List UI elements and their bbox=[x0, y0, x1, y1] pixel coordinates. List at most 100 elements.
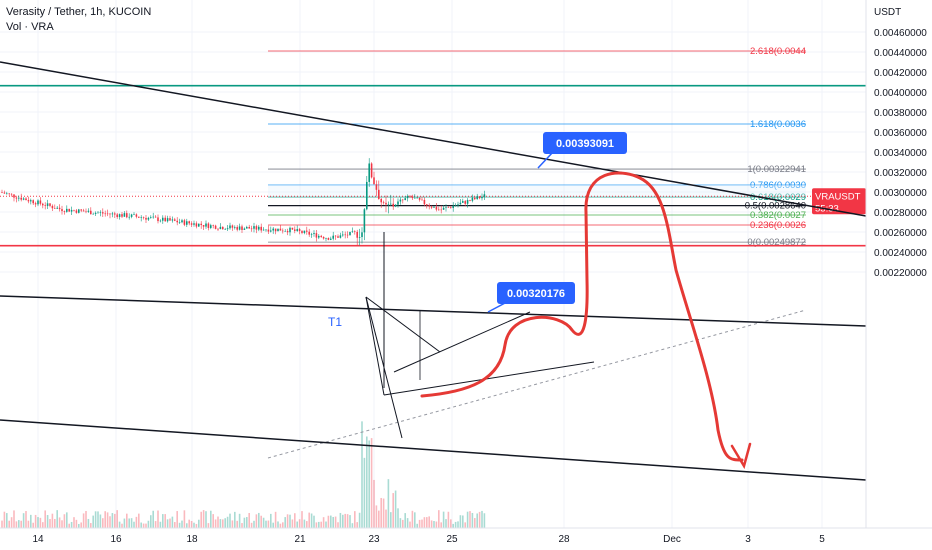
volume-bar bbox=[176, 511, 178, 528]
volume-bar bbox=[313, 515, 315, 528]
candle-body bbox=[166, 218, 169, 222]
candle-body bbox=[272, 228, 274, 231]
candle-body bbox=[445, 207, 447, 208]
candle-body bbox=[202, 224, 205, 227]
candle-body bbox=[164, 217, 166, 222]
x-tick-label: 25 bbox=[446, 534, 458, 545]
candle-body bbox=[229, 225, 231, 229]
y-tick-label: 0.00260000 bbox=[874, 228, 927, 239]
volume-bar bbox=[92, 515, 94, 528]
volume-bar bbox=[135, 516, 138, 528]
triangle-edge bbox=[365, 296, 385, 396]
volume-bar bbox=[274, 511, 277, 528]
trend-line-drawings: T1 bbox=[0, 61, 867, 481]
volume-bar bbox=[382, 498, 385, 528]
volume-bar bbox=[442, 511, 445, 528]
volume-bar bbox=[246, 517, 248, 528]
volume-bar bbox=[214, 519, 217, 528]
volume-bar bbox=[318, 521, 320, 528]
triangle-edge bbox=[393, 311, 531, 373]
volume-bar bbox=[118, 521, 121, 528]
fib-level-label: 2.618(0.0044 bbox=[750, 46, 806, 57]
candle-body bbox=[3, 192, 6, 194]
volume-bar bbox=[166, 519, 169, 528]
candle-body bbox=[25, 198, 27, 201]
volume-bar bbox=[58, 517, 61, 528]
volume-bar bbox=[250, 522, 253, 528]
volume-bar bbox=[94, 511, 97, 528]
candle-body bbox=[150, 217, 152, 218]
candle-body bbox=[18, 197, 20, 199]
volume-bar bbox=[421, 519, 423, 528]
candle-body bbox=[409, 195, 411, 197]
candle-body bbox=[169, 218, 171, 221]
volume-bar bbox=[378, 510, 380, 528]
volume-bar bbox=[210, 510, 212, 528]
volume-bar bbox=[282, 522, 284, 528]
volume-bar bbox=[114, 513, 116, 528]
candle-body bbox=[176, 220, 178, 223]
volume-bar bbox=[63, 514, 66, 528]
volume-bar bbox=[296, 521, 298, 528]
candle-body bbox=[205, 223, 207, 227]
candle-body bbox=[46, 203, 49, 206]
volume-bar bbox=[10, 517, 13, 528]
candle-body bbox=[382, 202, 385, 203]
volume-bar bbox=[202, 510, 205, 528]
volume-bar bbox=[20, 520, 22, 528]
volume-bar bbox=[452, 523, 454, 528]
candle-body bbox=[133, 214, 135, 216]
candle-body bbox=[8, 193, 10, 195]
candle-body bbox=[56, 207, 58, 209]
candle-body bbox=[27, 200, 30, 202]
volume-bar bbox=[351, 523, 354, 528]
volume-bar bbox=[255, 514, 258, 528]
candle-body bbox=[186, 221, 188, 225]
candle-body bbox=[426, 204, 428, 206]
volume-bar bbox=[325, 521, 327, 528]
volume-bar bbox=[116, 510, 118, 528]
candle-body bbox=[308, 231, 310, 235]
candle-body bbox=[294, 229, 296, 231]
volume-bar bbox=[416, 523, 418, 528]
candle-body bbox=[253, 226, 255, 229]
volume-bar bbox=[339, 512, 342, 528]
volume-bar bbox=[342, 514, 344, 528]
candle-body bbox=[310, 234, 313, 235]
candle-body bbox=[471, 197, 474, 201]
candle-body bbox=[397, 201, 399, 205]
candle-body bbox=[128, 216, 130, 218]
annotation-label: T1 bbox=[328, 315, 342, 329]
candle-body bbox=[476, 196, 478, 200]
candle-body bbox=[318, 235, 320, 238]
candle-body bbox=[346, 234, 349, 236]
volume-bar bbox=[361, 421, 363, 528]
candle-body bbox=[217, 228, 219, 230]
y-tick-label: 0.00280000 bbox=[874, 208, 927, 219]
candle-body bbox=[116, 214, 118, 217]
volume-bar bbox=[418, 519, 421, 528]
volume-bar bbox=[447, 511, 450, 528]
volume-bar bbox=[370, 438, 373, 528]
volume-bar bbox=[234, 511, 236, 528]
candle-body bbox=[15, 197, 18, 199]
volume-bar bbox=[385, 509, 387, 528]
price-callout bbox=[543, 132, 627, 154]
candle-body bbox=[358, 237, 361, 238]
volume-bar bbox=[466, 511, 469, 528]
candle-body bbox=[270, 230, 272, 232]
fib-retracement: 2.618(0.0044 1.618(0.0036 1(0.00322941 0.78… bbox=[267, 46, 807, 459]
indicator-legend[interactable]: Vol · VRA bbox=[6, 21, 54, 33]
volume-bar bbox=[390, 512, 392, 528]
fib-level-label: 0(0.00249872 bbox=[747, 237, 806, 248]
callout-pointer bbox=[537, 151, 554, 169]
volume-bar bbox=[178, 522, 181, 528]
candle-body bbox=[219, 226, 222, 229]
volume-bar bbox=[193, 522, 195, 528]
x-tick-label: 14 bbox=[32, 534, 44, 545]
volume-bar bbox=[402, 519, 404, 528]
candle-body bbox=[332, 235, 334, 239]
candle-body bbox=[99, 212, 102, 213]
volume-bar bbox=[241, 523, 243, 528]
